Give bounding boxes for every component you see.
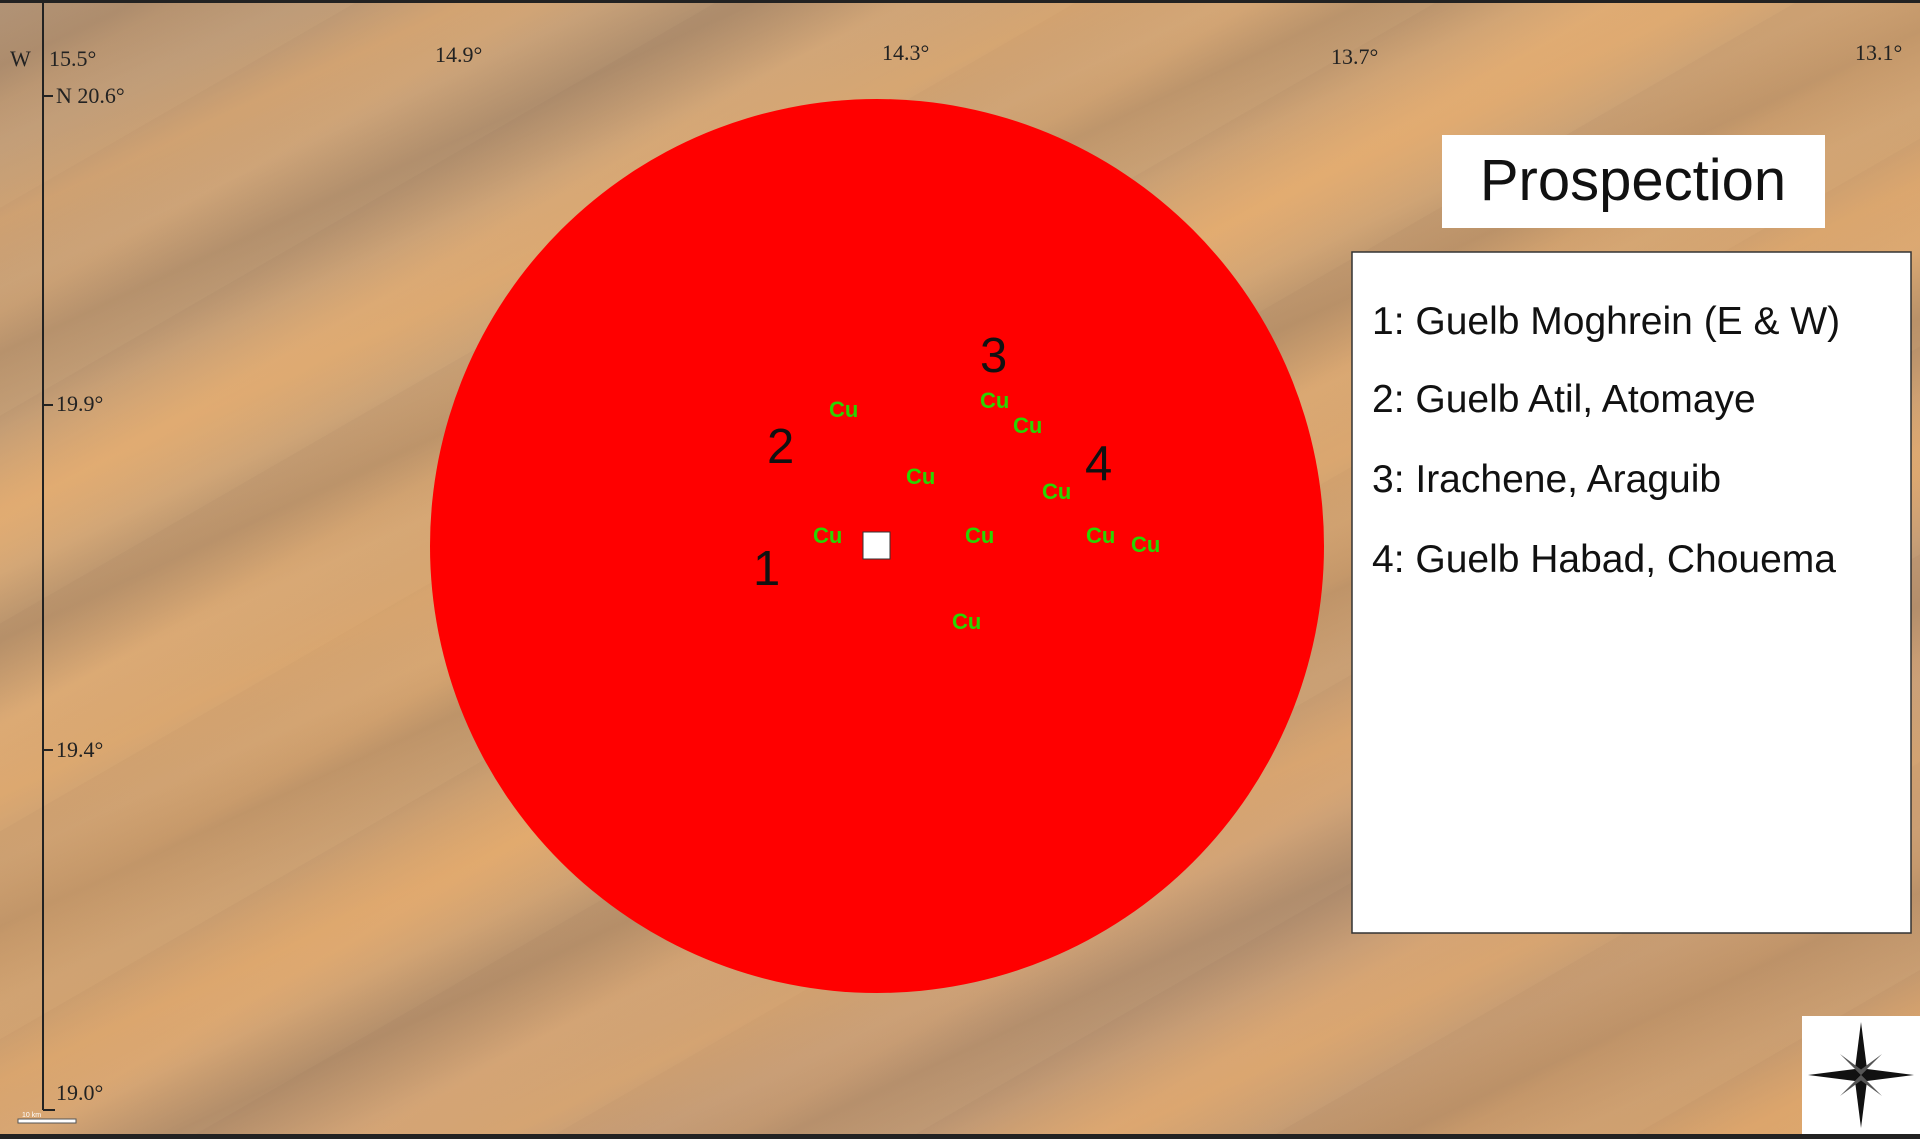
lon-label: 13.7° (1331, 44, 1378, 69)
deposit-label: Cu (1013, 413, 1042, 438)
deposit-label: Cu (965, 523, 994, 548)
site-number: 2 (767, 420, 794, 474)
legend-item: 1: Guelb Moghrein (E & W) (1372, 300, 1840, 343)
site-number: 4 (1085, 437, 1112, 491)
deposit-label: Cu (980, 388, 1009, 413)
lat-label: 19.0° (56, 1080, 103, 1105)
deposit-label: Cu (1042, 479, 1071, 504)
scale-bar-label: 10 km (22, 1112, 41, 1119)
lat-label: N 20.6° (56, 83, 125, 108)
deposit-label: Cu (1086, 523, 1115, 548)
deposit-label: Cu (1131, 532, 1160, 557)
site-marker (863, 532, 890, 559)
lon-label: 14.3° (882, 40, 929, 65)
frame-bottom (0, 1134, 1920, 1139)
lon-label: 13.1° (1855, 40, 1902, 65)
legend-box (1352, 252, 1911, 933)
legend-item: 2: Guelb Atil, Atomaye (1372, 378, 1756, 421)
deposit-label: Cu (952, 609, 981, 634)
site-number: 1 (753, 542, 780, 596)
lat-label: 19.9° (56, 391, 103, 416)
lon-label: 15.5° (49, 46, 96, 71)
legend-item: 4: Guelb Habad, Chouema (1372, 538, 1836, 581)
deposit-label: Cu (906, 464, 935, 489)
frame-top (0, 0, 1920, 3)
deposit-label: Cu (829, 397, 858, 422)
map: W 15.5° 14.9° 14.3° 13.7° 13.1° N 20.6° … (0, 0, 1920, 1139)
lon-label: 14.9° (435, 42, 482, 67)
deposit-label: Cu (813, 523, 842, 548)
map-title: Prospection (1480, 148, 1786, 213)
scale-bar (18, 1119, 76, 1123)
lat-label: 19.4° (56, 737, 103, 762)
map-overlay: W 15.5° 14.9° 14.3° 13.7° 13.1° N 20.6° … (0, 0, 1920, 1139)
site-number: 3 (980, 329, 1007, 383)
compass (1802, 1016, 1920, 1134)
legend-item: 3: Irachene, Araguib (1372, 458, 1721, 501)
hemisphere-label: W (10, 46, 31, 71)
